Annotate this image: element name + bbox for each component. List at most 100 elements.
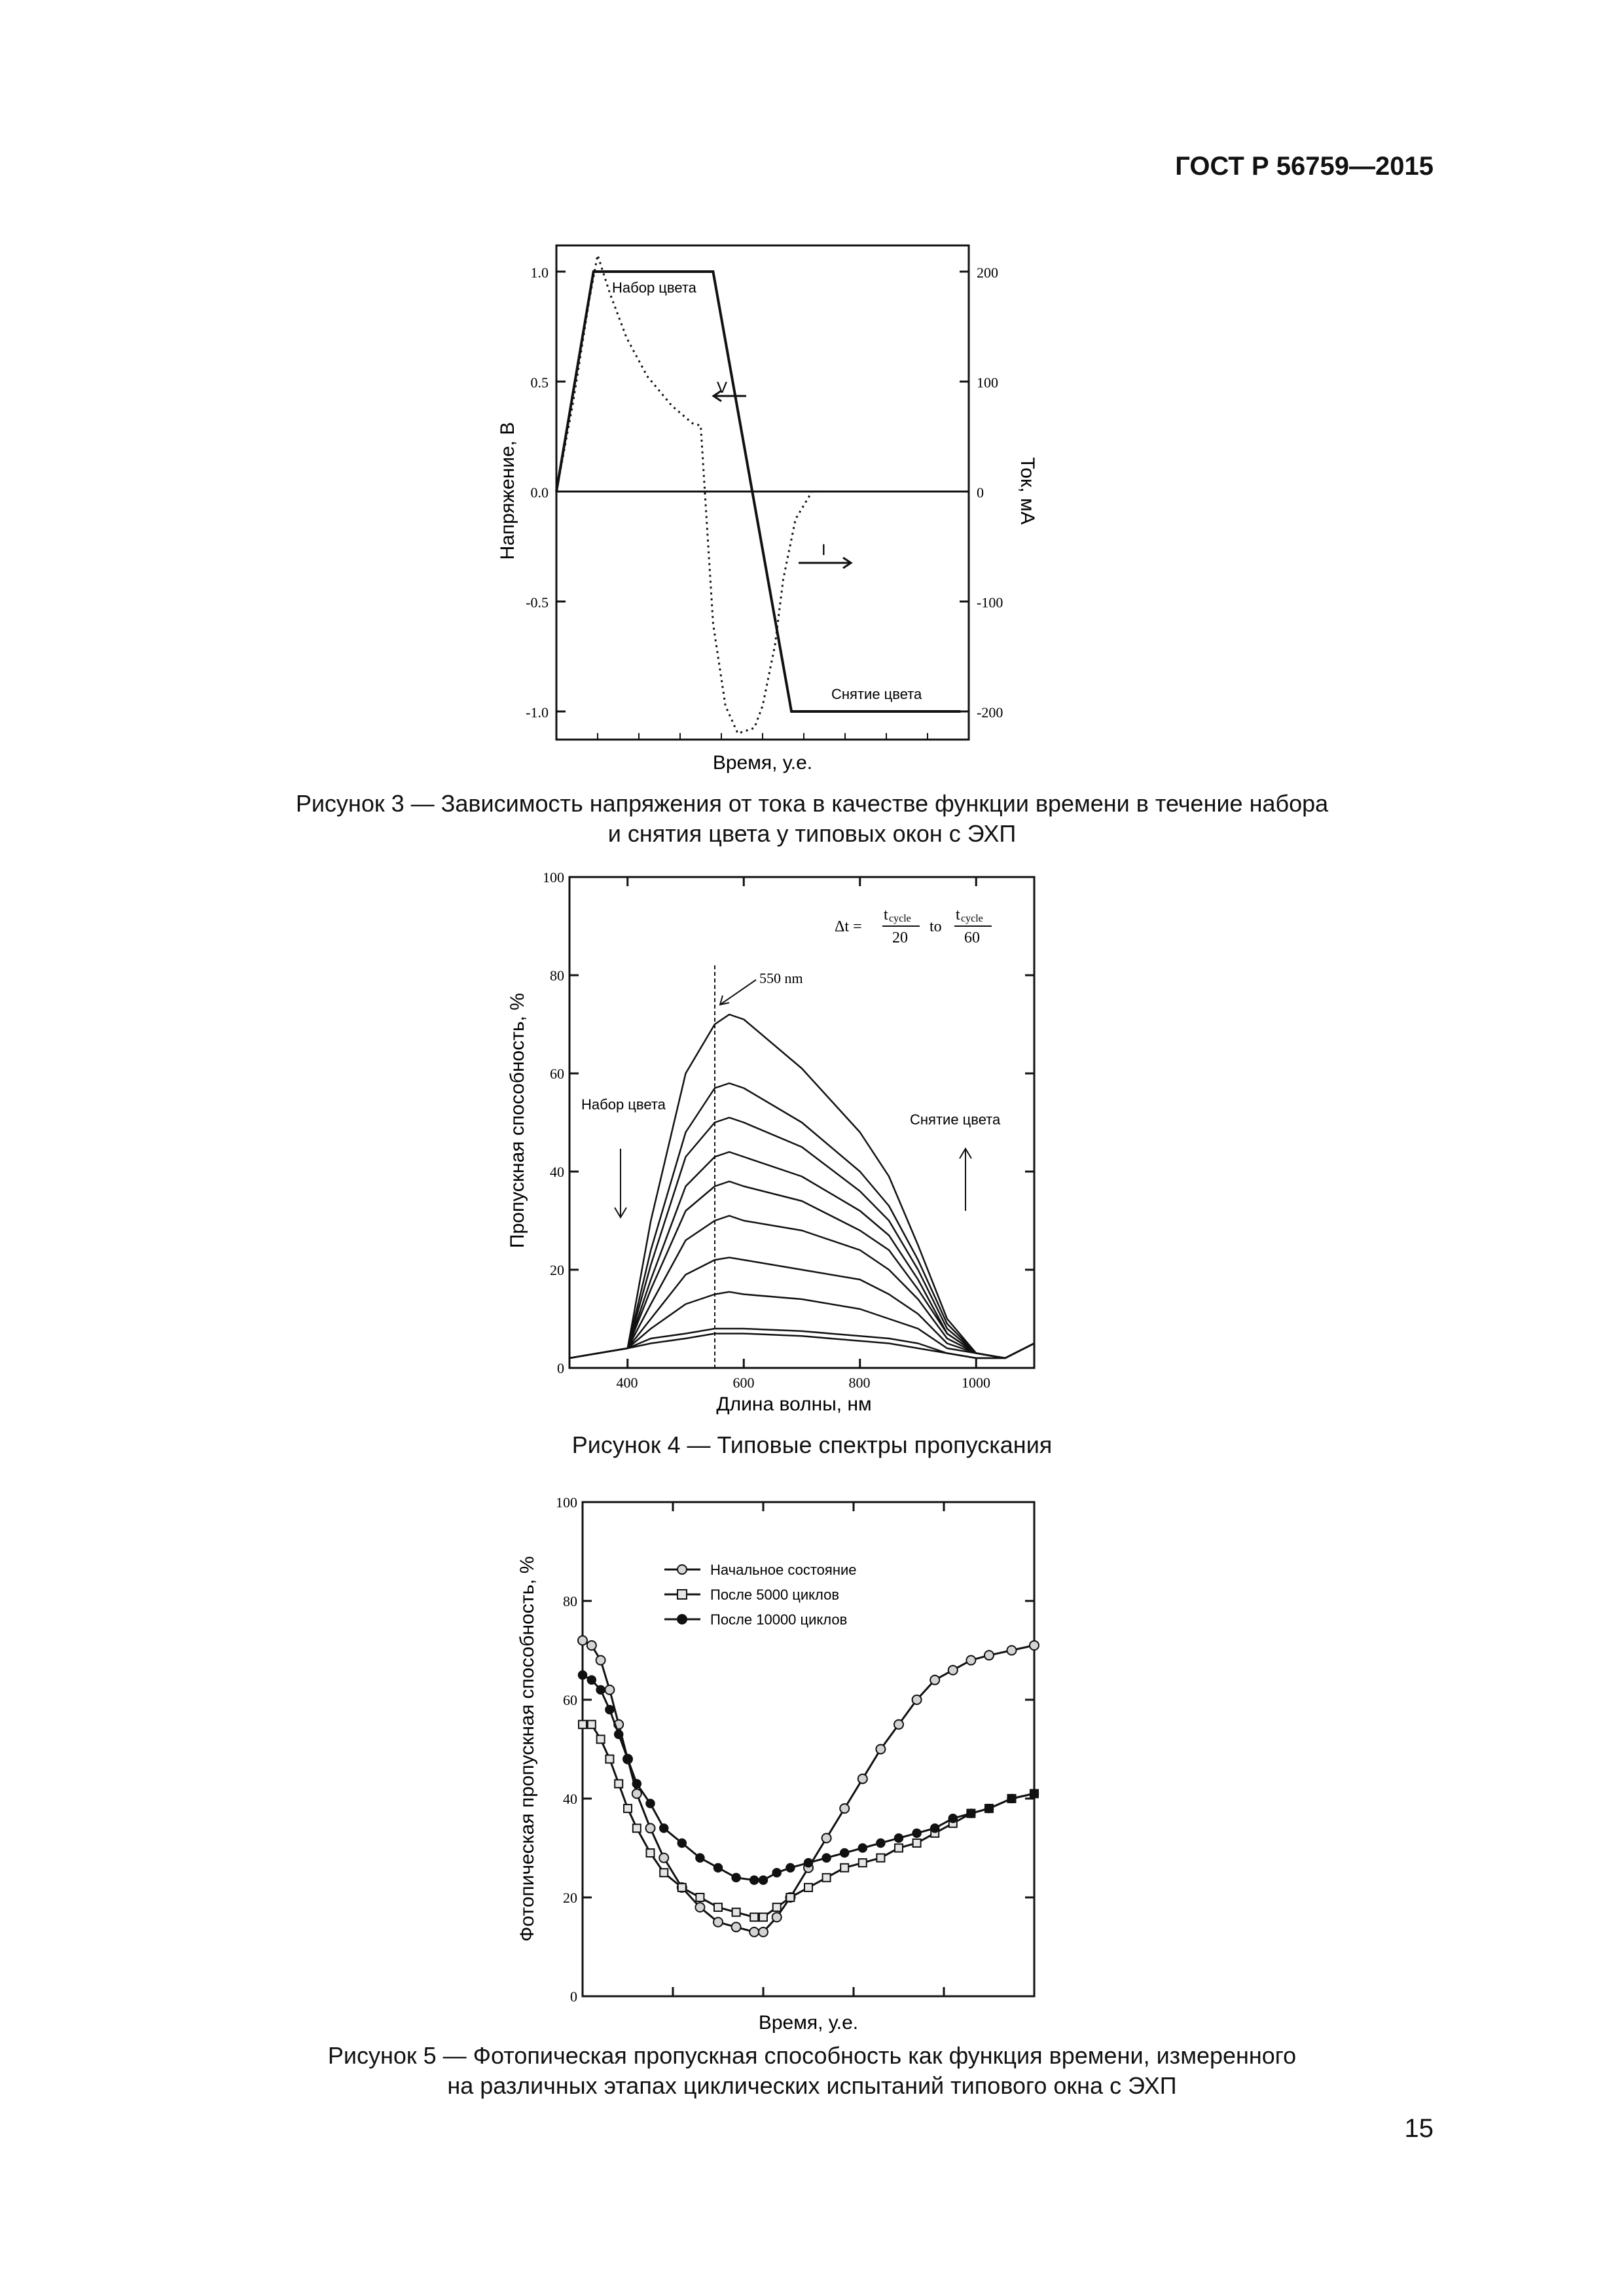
fig4-x-tick-label: 1000 xyxy=(962,1374,990,1391)
fig3-right-tick-label: 100 xyxy=(977,374,998,391)
fig4-y-tick-label: 40 xyxy=(550,1164,564,1180)
fig5-point-10000 xyxy=(803,1857,814,1868)
fig4-spectrum-line-3 xyxy=(569,1117,1035,1359)
fig3-left-tick-label: -0.5 xyxy=(526,594,549,611)
fig5-point-10000 xyxy=(912,1828,922,1839)
fig4-spectrum-line-6 xyxy=(569,1215,1035,1359)
fig3-bleaching-annotation: Снятие цвета xyxy=(831,686,922,702)
fig5-point-10000 xyxy=(876,1838,886,1848)
fig5-point-10000 xyxy=(1007,1793,1017,1804)
fig5-legend-marker-10000 xyxy=(677,1614,687,1624)
fig4-spectrum-line-8 xyxy=(569,1291,1035,1359)
fig5-point-5000 xyxy=(578,1719,587,1729)
fig4-spectrum-line-1 xyxy=(569,1013,1035,1359)
fig5-point-10000 xyxy=(577,1670,588,1680)
fig5-point-initial xyxy=(911,1695,922,1705)
fig5-point-5000 xyxy=(677,1882,687,1892)
fig5-y-tick-label: 0 xyxy=(570,1988,577,2005)
figure-5-caption-line1: Рисунок 5 — Фотопическая пропускная спос… xyxy=(327,2042,1297,2069)
fig4-formula-to: to xyxy=(929,918,942,935)
fig4-formula-numerator: t xyxy=(956,906,960,924)
fig5-y-tick-label: 80 xyxy=(563,1593,577,1609)
fig3-right-tick-label: -100 xyxy=(977,594,1003,611)
fig4-y-tick-label: 60 xyxy=(550,1066,564,1082)
fig5-point-initial xyxy=(604,1684,615,1695)
fig3-right-tick-label: 200 xyxy=(977,264,998,281)
fig5-point-10000 xyxy=(1029,1789,1039,1799)
fig5-point-5000 xyxy=(840,1863,850,1873)
fig3-right-tick-label: -200 xyxy=(977,704,1003,721)
fig5-point-10000 xyxy=(839,1848,850,1858)
fig3-series-voltage-line xyxy=(555,270,961,713)
fig5-point-initial xyxy=(713,1916,723,1928)
fig5-point-10000 xyxy=(695,1853,705,1863)
fig3-current-arrow xyxy=(799,556,853,569)
fig5-point-5000 xyxy=(912,1838,922,1848)
fig5-point-10000 xyxy=(586,1675,597,1685)
fig5-y-tick-label: 100 xyxy=(556,1494,577,1511)
fig5-point-initial xyxy=(947,1664,958,1676)
fig5-legend-marker-5000 xyxy=(677,1589,687,1600)
fig4-x-tick-label: 600 xyxy=(733,1374,755,1391)
fig5-point-initial xyxy=(965,1655,977,1666)
fig4-bleaching-arrow xyxy=(959,1147,972,1211)
fig4-550nm-arrow xyxy=(719,979,757,1006)
fig5-point-10000 xyxy=(772,1868,782,1878)
fig5-plot-frame xyxy=(581,1501,1036,1998)
figure-5-caption-line2: на различных этапах циклических испытани… xyxy=(447,2072,1177,2099)
fig4-formula-denominator: 60 xyxy=(964,929,980,946)
fig3-x-axis-label: Время, у.е. xyxy=(713,752,812,774)
fig4-formula-lhs: Δt = xyxy=(835,918,862,935)
fig4-formula-numerator: t xyxy=(884,906,888,924)
fig5-point-10000 xyxy=(821,1853,831,1863)
fig5-point-10000 xyxy=(785,1863,795,1873)
fig4-y-tick-label: 0 xyxy=(557,1360,564,1376)
fig5-point-10000 xyxy=(677,1838,687,1848)
fig5-point-initial xyxy=(984,1650,994,1661)
fig3-left-tick-label: 0.0 xyxy=(531,484,549,501)
fig5-y-tick-label: 40 xyxy=(563,1791,577,1807)
fig3-left-tick-label: 1.0 xyxy=(531,264,549,281)
fig5-point-initial xyxy=(695,1902,706,1913)
fig5-point-5000 xyxy=(596,1734,605,1744)
fig4-y-tick-label: 80 xyxy=(550,967,564,984)
fig5-point-10000 xyxy=(893,1833,904,1843)
figure-4-caption: Рисунок 4 — Типовые спектры пропускания xyxy=(571,1431,1053,1458)
fig5-point-initial xyxy=(758,1926,768,1937)
fig5-point-5000 xyxy=(749,1912,759,1922)
fig4-x-axis-label: Длина волны, нм xyxy=(716,1393,871,1415)
fig4-spectrum-line-5 xyxy=(569,1180,1035,1359)
fig4-coloring-arrow xyxy=(614,1149,627,1219)
page-number: 15 xyxy=(1404,2114,1434,2143)
fig5-point-10000 xyxy=(929,1823,940,1833)
fig5-point-initial xyxy=(1006,1645,1017,1656)
fig5-point-5000 xyxy=(785,1893,795,1902)
fig5-point-10000 xyxy=(731,1873,741,1883)
fig4-time-formula: Δt = t cycle 20 to t cycle 60 xyxy=(835,906,992,946)
fig5-point-5000 xyxy=(645,1848,655,1858)
fig5-point-initial xyxy=(893,1719,904,1730)
fig4-formula-denominator: 20 xyxy=(892,929,908,946)
fig3-right-tick-label: 0 xyxy=(977,484,984,501)
fig5-point-5000 xyxy=(695,1893,705,1902)
fig5-legend-label-5000: После 5000 циклов xyxy=(710,1587,839,1603)
fig4-spectrum-line-2 xyxy=(569,1082,1035,1359)
fig4-y-tick-label: 20 xyxy=(550,1262,564,1278)
fig5-point-initial xyxy=(586,1640,597,1651)
fig5-point-5000 xyxy=(821,1873,831,1882)
fig5-point-initial xyxy=(631,1788,642,1799)
fig5-point-10000 xyxy=(984,1803,994,1814)
fig5-point-initial xyxy=(821,1833,832,1844)
fig5-legend: Начальное состояние После 5000 циклов По… xyxy=(664,1562,857,1628)
fig5-point-5000 xyxy=(876,1853,886,1863)
fig5-legend-label-10000: После 10000 циклов xyxy=(710,1611,847,1628)
fig3-left-axis-label: Напряжение, В xyxy=(497,422,518,560)
fig5-point-initial xyxy=(1029,1640,1039,1651)
fig5-x-axis-label: Время, у.е. xyxy=(759,2012,858,2034)
fig4-plot-frame xyxy=(568,876,1036,1369)
fig4-y-tick-label: 100 xyxy=(543,869,564,886)
fig5-point-initial xyxy=(749,1926,760,1937)
fig5-point-initial xyxy=(595,1655,606,1666)
fig5-point-initial xyxy=(857,1773,868,1784)
